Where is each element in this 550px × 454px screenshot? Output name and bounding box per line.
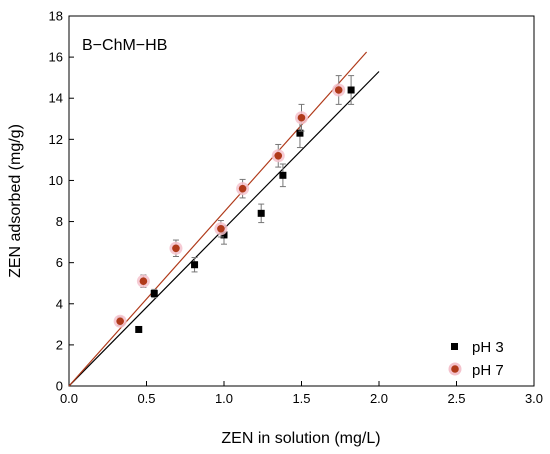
point-ph7 — [274, 151, 283, 160]
legend-label-ph3: pH 3 — [472, 339, 504, 356]
y-tick-label: 4 — [56, 296, 63, 311]
x-tick-label: 0.5 — [137, 391, 155, 406]
data-points — [113, 75, 355, 333]
point-ph7 — [139, 277, 148, 285]
x-tick-label: 1.5 — [292, 391, 310, 406]
point-ph3 — [347, 86, 355, 94]
y-tick-label: 2 — [56, 337, 63, 352]
point-ph3 — [220, 231, 228, 239]
y-tick-label: 8 — [56, 214, 63, 229]
y-tick-label: 10 — [49, 173, 63, 188]
legend-label-ph7: pH 7 — [472, 362, 504, 379]
point-ph7 — [334, 86, 343, 94]
point-ph3 — [296, 129, 304, 137]
point-ph7 — [297, 113, 306, 122]
y-tick-label: 12 — [49, 132, 63, 147]
y-axis-title: ZEN adsorbed (mg/g) — [7, 124, 24, 278]
legend-marker-ph7 — [451, 365, 459, 373]
point-ph3 — [279, 171, 287, 179]
fit-lines — [68, 51, 380, 387]
y-tick-label: 6 — [56, 255, 63, 270]
point-ph7 — [116, 317, 124, 326]
x-tick-label: 0.0 — [60, 391, 78, 406]
point-ph3 — [257, 209, 265, 217]
x-tick-label: 2.5 — [447, 391, 465, 406]
point-ph7 — [217, 224, 225, 233]
fit-line-series-1 — [68, 51, 368, 387]
y-tick-label: 18 — [49, 9, 63, 24]
point-ph7 — [238, 184, 247, 193]
annotation-label: B−ChM−HB — [82, 37, 167, 54]
y-tick-label: 0 — [56, 379, 63, 394]
point-ph3 — [150, 290, 158, 297]
point-ph3 — [191, 261, 199, 269]
x-tick-label: 1.0 — [215, 391, 233, 406]
legend: pH 3 pH 7 — [448, 339, 504, 379]
point-ph3 — [135, 325, 143, 333]
axis-ticks: 0.0 0.5 1.0 1.5 2.0 2.5 3.0 0 2 4 6 8 10 12 14 16 18 — [49, 9, 544, 407]
x-tick-label: 3.0 — [525, 391, 543, 406]
x-tick-label: 2.0 — [370, 391, 388, 406]
y-tick-label: 14 — [49, 91, 63, 106]
y-tick-label: 16 — [49, 50, 63, 65]
point-ph7 — [172, 244, 180, 253]
x-axis-title: ZEN in solution (mg/L) — [221, 430, 380, 447]
legend-marker-ph3 — [451, 343, 458, 350]
